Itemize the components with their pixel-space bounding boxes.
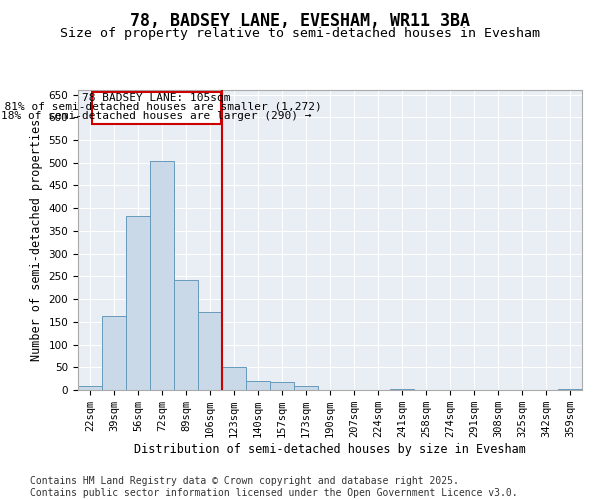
Bar	[150, 162, 174, 390]
Text: 78, BADSEY LANE, EVESHAM, WR11 3BA: 78, BADSEY LANE, EVESHAM, WR11 3BA	[130, 12, 470, 30]
Text: ← 81% of semi-detached houses are smaller (1,272): ← 81% of semi-detached houses are smalle…	[0, 102, 322, 112]
Bar	[174, 280, 198, 390]
Bar	[270, 382, 294, 390]
Bar	[294, 386, 318, 390]
Y-axis label: Number of semi-detached properties: Number of semi-detached properties	[30, 119, 43, 361]
Bar	[246, 381, 270, 390]
Bar	[102, 316, 126, 390]
Text: 78 BADSEY LANE: 105sqm: 78 BADSEY LANE: 105sqm	[82, 92, 231, 102]
Bar	[558, 388, 582, 390]
Text: Size of property relative to semi-detached houses in Evesham: Size of property relative to semi-detach…	[60, 28, 540, 40]
Text: Distribution of semi-detached houses by size in Evesham: Distribution of semi-detached houses by …	[134, 442, 526, 456]
Bar	[126, 216, 150, 390]
Bar	[78, 386, 102, 390]
Bar	[198, 312, 222, 390]
Bar	[222, 368, 246, 390]
Bar	[92, 92, 221, 124]
Bar	[390, 388, 414, 390]
Text: 18% of semi-detached houses are larger (290) →: 18% of semi-detached houses are larger (…	[1, 111, 312, 121]
Text: Contains HM Land Registry data © Crown copyright and database right 2025.
Contai: Contains HM Land Registry data © Crown c…	[30, 476, 518, 498]
